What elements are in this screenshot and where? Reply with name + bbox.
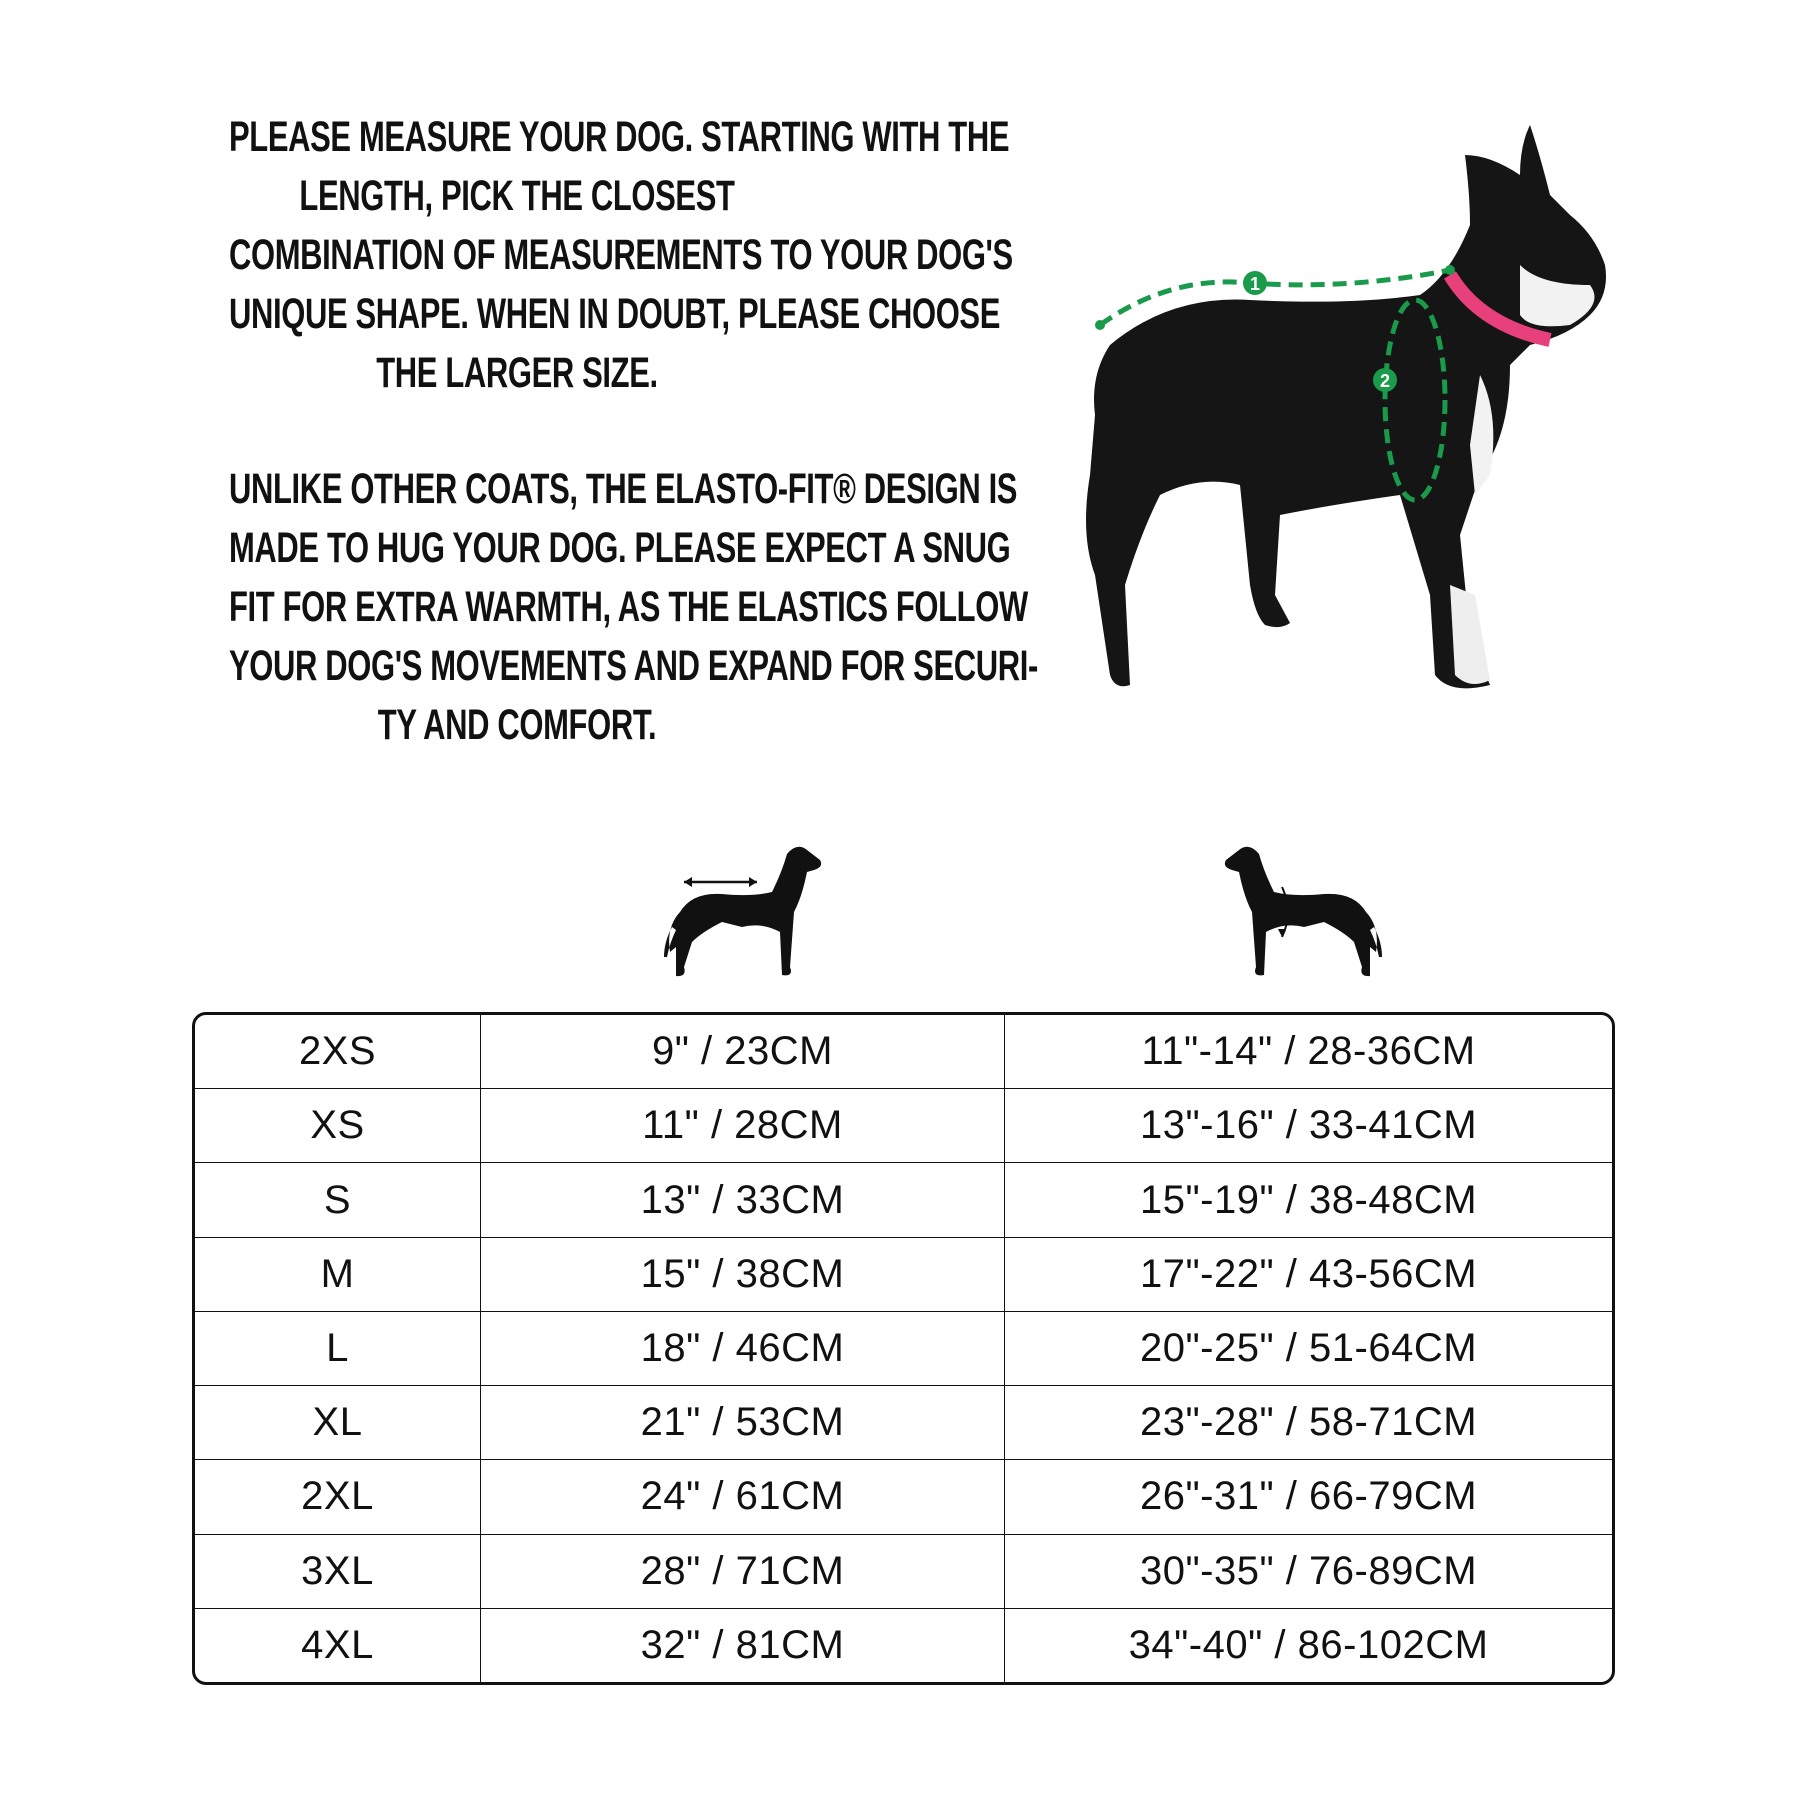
text-line: LENGTH, PICK THE CLOSEST <box>299 172 735 220</box>
table-row: 2XS 9" / 23CM 11"-14" / 28-36CM <box>195 1015 1612 1090</box>
dog-length-icon <box>664 846 822 977</box>
length-cell: 13" / 33CM <box>481 1163 1005 1238</box>
text-line: PLEASE MEASURE YOUR DOG. STARTING WITH T… <box>229 113 1010 161</box>
chest-cell: 30"-35" / 76-89CM <box>1005 1535 1612 1609</box>
chest-cell: 20"-25" / 51-64CM <box>1005 1312 1612 1387</box>
length-cell: 15" / 38CM <box>481 1237 1005 1312</box>
length-cell: 18" / 46CM <box>481 1311 1005 1387</box>
text-line: MADE TO HUG YOUR DOG. PLEASE EXPECT A SN… <box>229 524 1011 572</box>
size-cell: 3XL <box>195 1534 481 1609</box>
size-cell: 4XL <box>195 1608 481 1682</box>
chest-measure-loop <box>1382 297 1448 503</box>
table-row: S 13" / 33CM 15"-19" / 38-48CM <box>195 1163 1612 1238</box>
text-line: COMBINATION OF MEASUREMENTS TO YOUR DOG'… <box>229 231 1013 279</box>
chest-cell: 17"-22" / 43-56CM <box>1005 1238 1612 1312</box>
length-cell: 28" / 71CM <box>481 1534 1005 1609</box>
size-cell: M <box>195 1237 481 1312</box>
marker-2 <box>1373 368 1397 392</box>
length-cell: 21" / 53CM <box>481 1386 1005 1461</box>
text-line: FIT FOR EXTRA WARMTH, AS THE ELASTICS FO… <box>229 583 1028 631</box>
table-row: M 15" / 38CM 17"-22" / 43-56CM <box>195 1237 1612 1312</box>
text-line: YOUR DOG'S MOVEMENTS AND EXPAND FOR SECU… <box>229 642 1038 690</box>
length-cell: 11" / 28CM <box>481 1089 1005 1164</box>
chest-cell: 23"-28" / 58-71CM <box>1005 1386 1612 1461</box>
table-row: 3XL 28" / 71CM 30"-35" / 76-89CM <box>195 1534 1612 1609</box>
marker-1-label: 1 <box>1250 274 1260 294</box>
text-line: THE LARGER SIZE. <box>376 349 658 397</box>
table-row: XL 21" / 53CM 23"-28" / 58-71CM <box>195 1386 1612 1461</box>
chest-cell: 13"-16" / 33-41CM <box>1005 1089 1612 1164</box>
chest-cell: 34"-40" / 86-102CM <box>1128 1622 1489 1667</box>
fit-description: UNLIKE OTHER COATS, THE ELASTO-FIT® DESI… <box>117 460 1038 755</box>
dog-photo-with-measurements: 1 2 <box>1086 125 1606 689</box>
dog-chest-girth-icon <box>1224 846 1382 977</box>
chest-cell: 11"-14" / 28-36CM <box>1005 1015 1612 1090</box>
table-row: 4XL 32" / 81CM 34"-40" / 86-102CM <box>195 1608 1612 1682</box>
text-line: UNIQUE SHAPE. WHEN IN DOUBT, PLEASE CHOO… <box>229 290 1001 338</box>
size-cell: L <box>195 1311 481 1387</box>
marker-1 <box>1243 271 1267 295</box>
size-cell: S <box>195 1163 481 1238</box>
text-line: UNLIKE OTHER COATS, THE ELASTO-FIT® DESI… <box>229 465 1018 513</box>
table-row: XS 11" / 28CM 13"-16" / 33-41CM <box>195 1089 1612 1164</box>
length-cell: 24" / 61CM <box>481 1460 1005 1535</box>
size-cell: 2XS <box>195 1015 481 1090</box>
table-row: L 18" / 46CM 20"-25" / 51-64CM <box>195 1311 1612 1387</box>
chest-cell: 26"-31" / 66-79CM <box>1005 1460 1612 1535</box>
size-cell: XL <box>195 1386 481 1461</box>
size-table: 2XS 9" / 23CM 11"-14" / 28-36CM XS 11" / 28C… <box>192 1012 1615 1685</box>
length-cell: 9" / 23CM <box>481 1015 1005 1090</box>
size-cell: XS <box>195 1089 481 1164</box>
text-line: TY AND COMFORT. <box>377 701 657 749</box>
measure-instructions: PLEASE MEASURE YOUR DOG. STARTING WITH T… <box>117 108 1013 403</box>
marker-2-label: 2 <box>1380 371 1390 391</box>
length-cell: 32" / 81CM <box>481 1608 1005 1682</box>
chest-cell: 15"-19" / 38-48CM <box>1005 1163 1612 1238</box>
table-row: 2XL 24" / 61CM 26"-31" / 66-79CM <box>195 1460 1612 1535</box>
collar <box>1443 271 1552 347</box>
size-cell: 2XL <box>195 1460 481 1535</box>
